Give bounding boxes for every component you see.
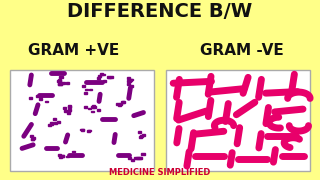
Bar bbox=[36, 95, 39, 97]
Bar bbox=[127, 80, 131, 82]
Bar bbox=[59, 76, 62, 78]
Bar bbox=[122, 101, 125, 103]
Bar bbox=[140, 135, 143, 137]
Bar bbox=[100, 73, 103, 75]
Bar bbox=[58, 79, 61, 81]
Bar bbox=[91, 111, 94, 112]
Bar bbox=[32, 137, 35, 139]
Bar bbox=[64, 110, 67, 112]
Bar bbox=[31, 139, 35, 141]
Bar bbox=[88, 130, 91, 131]
Bar bbox=[89, 89, 92, 90]
Text: DIFFERENCE B/W: DIFFERENCE B/W bbox=[68, 2, 252, 21]
Bar bbox=[62, 82, 65, 84]
Bar bbox=[97, 77, 100, 79]
Bar bbox=[30, 135, 33, 137]
Bar bbox=[66, 156, 69, 157]
Bar bbox=[48, 124, 51, 126]
Bar bbox=[129, 79, 132, 81]
Bar bbox=[66, 82, 69, 84]
Text: GRAM -VE: GRAM -VE bbox=[200, 43, 284, 58]
Bar bbox=[139, 157, 142, 159]
Bar bbox=[119, 103, 122, 105]
Text: GRAM +VE: GRAM +VE bbox=[28, 43, 119, 58]
Bar bbox=[45, 101, 48, 102]
Bar bbox=[118, 105, 121, 106]
Bar bbox=[72, 151, 75, 152]
Bar bbox=[39, 98, 42, 100]
Bar bbox=[130, 85, 133, 87]
Bar bbox=[101, 74, 105, 75]
Bar bbox=[68, 109, 71, 111]
Bar bbox=[67, 110, 70, 112]
Bar bbox=[84, 92, 87, 94]
Bar bbox=[68, 106, 71, 108]
Bar bbox=[127, 77, 130, 79]
Bar bbox=[61, 155, 65, 157]
Bar bbox=[142, 134, 146, 136]
Bar bbox=[30, 138, 34, 140]
Bar bbox=[68, 105, 71, 107]
Bar bbox=[59, 83, 62, 85]
Bar bbox=[91, 106, 94, 108]
Bar bbox=[88, 108, 91, 109]
Bar bbox=[54, 122, 57, 124]
Bar bbox=[110, 76, 113, 78]
Bar bbox=[128, 157, 132, 159]
Bar bbox=[93, 106, 96, 108]
Bar bbox=[57, 80, 60, 82]
Bar bbox=[141, 153, 145, 155]
Bar bbox=[97, 109, 100, 111]
Bar bbox=[60, 155, 64, 156]
Bar bbox=[139, 136, 142, 138]
Bar bbox=[127, 83, 130, 85]
Bar bbox=[10, 70, 154, 171]
Bar bbox=[63, 107, 66, 109]
Bar bbox=[84, 106, 87, 108]
Bar bbox=[58, 154, 61, 156]
Text: MEDICINE SIMPLIFIED: MEDICINE SIMPLIFIED bbox=[109, 168, 211, 177]
Bar bbox=[57, 121, 60, 123]
Bar bbox=[85, 89, 88, 90]
Bar bbox=[166, 70, 310, 171]
Bar bbox=[138, 131, 141, 133]
Bar bbox=[59, 156, 62, 158]
Bar bbox=[29, 97, 32, 99]
Bar bbox=[67, 112, 70, 114]
Bar bbox=[138, 157, 141, 159]
Bar bbox=[108, 77, 111, 78]
Bar bbox=[134, 157, 138, 159]
Bar bbox=[39, 95, 42, 97]
Bar bbox=[67, 111, 70, 112]
Bar bbox=[59, 83, 62, 85]
Bar bbox=[87, 130, 90, 132]
Bar bbox=[80, 129, 84, 130]
Bar bbox=[103, 80, 106, 82]
Bar bbox=[130, 78, 133, 80]
Bar bbox=[121, 101, 124, 103]
Bar bbox=[92, 105, 95, 107]
Bar bbox=[50, 122, 53, 123]
Bar bbox=[136, 157, 139, 159]
Bar bbox=[107, 76, 110, 78]
Bar bbox=[53, 118, 56, 120]
Bar bbox=[98, 75, 101, 76]
Bar bbox=[116, 103, 119, 105]
Bar bbox=[81, 129, 84, 131]
Bar bbox=[131, 159, 134, 161]
Bar bbox=[50, 123, 53, 125]
Bar bbox=[82, 85, 85, 87]
Bar bbox=[59, 82, 62, 84]
